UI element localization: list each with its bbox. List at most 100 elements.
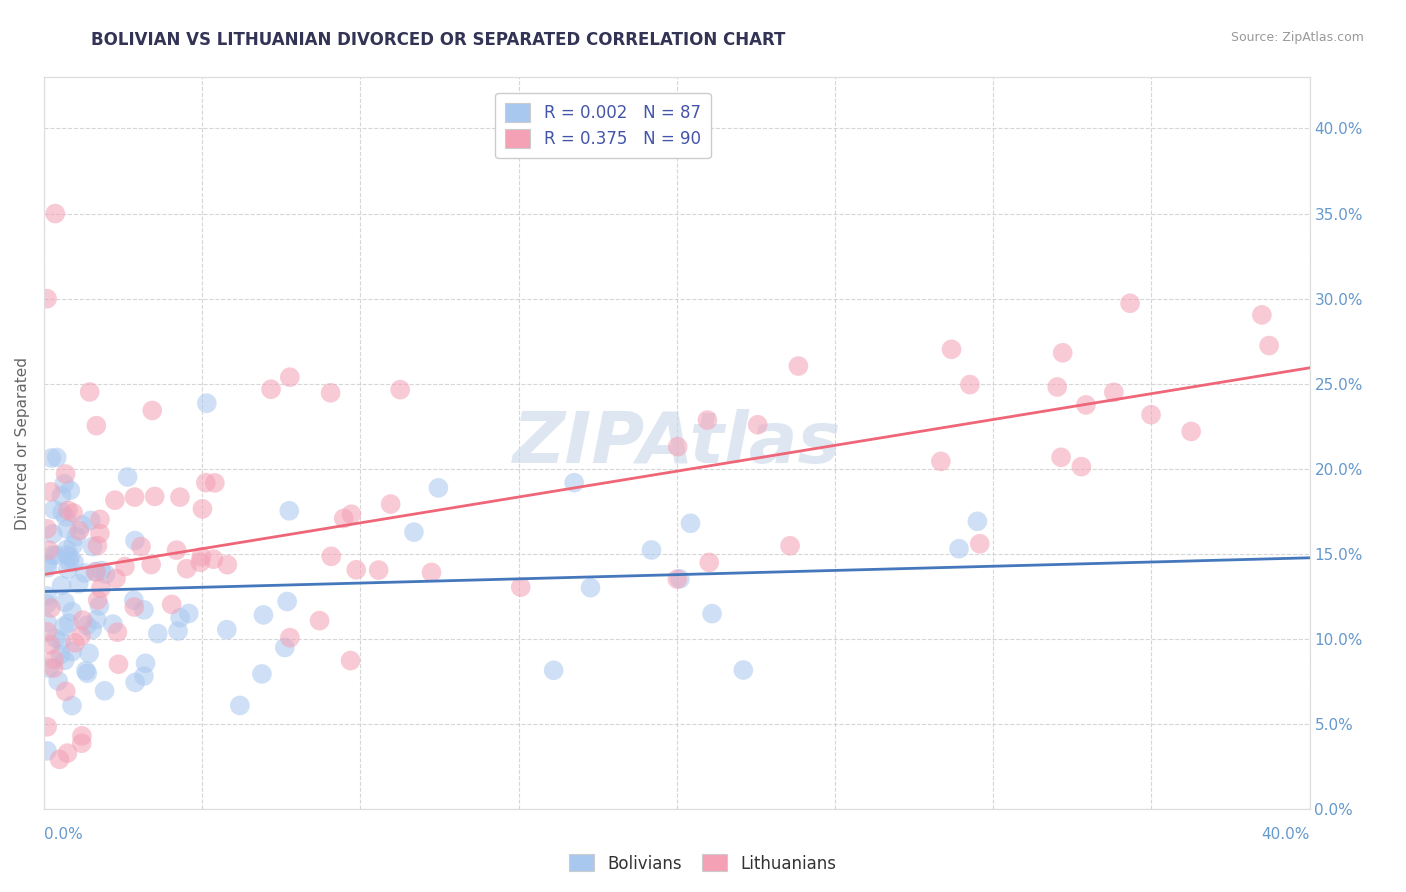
- Point: [948, 541, 970, 556]
- Point: [56, 746, 79, 760]
- Point: [274, 640, 297, 655]
- Point: [169, 490, 191, 504]
- Point: [51, 578, 73, 592]
- Point: [779, 539, 801, 553]
- Y-axis label: Divorced or Separated: Divorced or Separated: [15, 357, 30, 530]
- Point: [332, 511, 354, 525]
- Point: [114, 559, 136, 574]
- Point: [51, 489, 73, 503]
- Point: [679, 516, 702, 531]
- Point: [166, 543, 188, 558]
- Point: [62, 538, 84, 552]
- Point: [340, 508, 363, 522]
- Point: [380, 497, 402, 511]
- Point: [46, 673, 69, 688]
- Point: [35, 624, 58, 639]
- Point: [141, 403, 163, 417]
- Text: 0.0%: 0.0%: [44, 828, 83, 842]
- Point: [1258, 338, 1281, 352]
- Point: [55, 684, 77, 698]
- Point: [56, 503, 79, 517]
- Point: [129, 540, 152, 554]
- Point: [49, 648, 72, 662]
- Point: [969, 537, 991, 551]
- Point: [959, 377, 981, 392]
- Point: [101, 617, 124, 632]
- Point: [124, 675, 146, 690]
- Point: [217, 558, 239, 572]
- Point: [79, 384, 101, 399]
- Point: [250, 667, 273, 681]
- Point: [39, 601, 62, 615]
- Point: [747, 417, 769, 432]
- Point: [941, 343, 963, 357]
- Point: [787, 359, 810, 373]
- Point: [204, 475, 226, 490]
- Point: [122, 593, 145, 607]
- Point: [67, 524, 90, 538]
- Point: [177, 607, 200, 621]
- Point: [45, 548, 67, 562]
- Point: [75, 664, 97, 678]
- Point: [53, 476, 76, 491]
- Point: [59, 483, 82, 498]
- Point: [124, 533, 146, 548]
- Point: [41, 450, 63, 465]
- Point: [86, 593, 108, 607]
- Point: [51, 505, 73, 519]
- Point: [86, 418, 108, 433]
- Point: [1251, 308, 1274, 322]
- Point: [90, 564, 112, 578]
- Point: [55, 510, 77, 524]
- Point: [35, 292, 58, 306]
- Point: [84, 565, 107, 579]
- Point: [1119, 296, 1142, 310]
- Point: [509, 580, 531, 594]
- Point: [367, 563, 389, 577]
- Point: [37, 560, 59, 574]
- Point: [44, 652, 66, 666]
- Point: [543, 663, 565, 677]
- Point: [124, 490, 146, 504]
- Point: [70, 629, 93, 643]
- Point: [167, 624, 190, 638]
- Point: [89, 512, 111, 526]
- Point: [77, 646, 100, 660]
- Point: [132, 669, 155, 683]
- Point: [104, 493, 127, 508]
- Point: [389, 383, 412, 397]
- Point: [160, 598, 183, 612]
- Point: [37, 720, 59, 734]
- Point: [45, 450, 67, 465]
- Text: BOLIVIAN VS LITHUANIAN DIVORCED OR SEPARATED CORRELATION CHART: BOLIVIAN VS LITHUANIAN DIVORCED OR SEPAR…: [91, 31, 786, 49]
- Point: [1074, 398, 1097, 412]
- Point: [35, 522, 58, 536]
- Point: [427, 481, 450, 495]
- Text: ZIPAtlas: ZIPAtlas: [512, 409, 841, 478]
- Point: [80, 513, 103, 527]
- Point: [63, 555, 86, 569]
- Point: [202, 552, 225, 566]
- Point: [60, 645, 83, 659]
- Point: [51, 633, 73, 648]
- Point: [62, 506, 84, 520]
- Point: [55, 467, 77, 481]
- Point: [41, 548, 63, 562]
- Point: [60, 605, 83, 619]
- Point: [1046, 380, 1069, 394]
- Point: [420, 566, 443, 580]
- Point: [308, 614, 330, 628]
- Point: [58, 616, 80, 631]
- Point: [276, 594, 298, 608]
- Point: [190, 549, 212, 564]
- Point: [55, 542, 77, 557]
- Point: [1180, 425, 1202, 439]
- Point: [169, 611, 191, 625]
- Point: [89, 526, 111, 541]
- Point: [90, 582, 112, 596]
- Point: [107, 657, 129, 672]
- Point: [319, 385, 342, 400]
- Point: [132, 603, 155, 617]
- Point: [39, 638, 62, 652]
- Point: [89, 599, 111, 613]
